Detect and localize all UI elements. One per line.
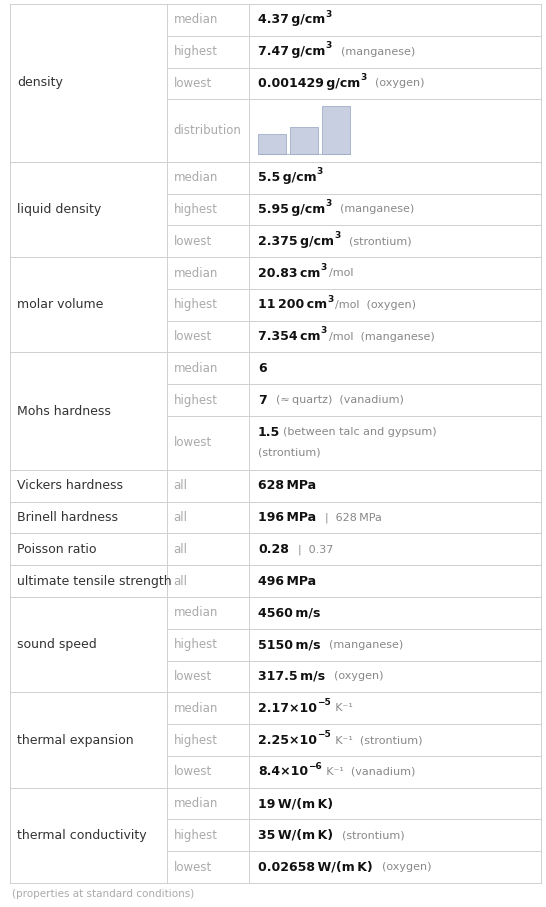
Text: density: density (17, 76, 63, 90)
Text: median: median (174, 702, 218, 715)
Text: molar volume: molar volume (17, 298, 103, 311)
Text: 3: 3 (317, 168, 323, 177)
Text: 196 MPa: 196 MPa (258, 511, 316, 524)
Text: 0.001429 g/cm: 0.001429 g/cm (258, 77, 360, 90)
Text: all: all (174, 479, 188, 493)
Text: all: all (174, 542, 188, 556)
Text: 7.47 g/cm: 7.47 g/cm (258, 45, 325, 58)
Text: highest: highest (174, 203, 218, 216)
Text: lowest: lowest (174, 436, 212, 450)
Text: Vickers hardness: Vickers hardness (17, 479, 123, 493)
Text: Poisson ratio: Poisson ratio (17, 542, 97, 556)
Text: 7.354 cm: 7.354 cm (258, 330, 321, 343)
Text: 496 MPa: 496 MPa (258, 575, 316, 588)
Text: 3: 3 (325, 42, 331, 51)
Text: 5.5 g/cm: 5.5 g/cm (258, 171, 317, 184)
Text: 6: 6 (258, 362, 266, 375)
Text: (between talc and gypsum): (between talc and gypsum) (283, 427, 437, 437)
Text: K⁻¹: K⁻¹ (333, 703, 353, 713)
Text: 317.5 m/s: 317.5 m/s (258, 670, 325, 683)
Text: (manganese): (manganese) (334, 46, 415, 56)
Text: lowest: lowest (174, 861, 212, 873)
Text: all: all (174, 511, 188, 524)
Text: 3: 3 (321, 327, 327, 336)
Text: median: median (174, 797, 218, 810)
Text: median: median (174, 362, 218, 375)
Text: (oxygen): (oxygen) (369, 78, 425, 89)
Text: 5150 m/s: 5150 m/s (258, 639, 321, 651)
Text: 3: 3 (360, 73, 366, 83)
Text: 2.25×10: 2.25×10 (258, 734, 317, 746)
Text: 3: 3 (325, 10, 331, 19)
Text: distribution: distribution (174, 124, 241, 137)
Text: highest: highest (174, 394, 218, 406)
Text: (manganese): (manganese) (323, 639, 403, 649)
Text: ultimate tensile strength: ultimate tensile strength (17, 575, 171, 588)
Text: (strontium): (strontium) (258, 448, 321, 458)
Text: −5: −5 (317, 730, 331, 739)
Text: 628 MPa: 628 MPa (258, 479, 316, 493)
Text: 1.5: 1.5 (258, 425, 280, 439)
Text: 4.37 g/cm: 4.37 g/cm (258, 14, 325, 26)
Text: (oxygen): (oxygen) (327, 671, 384, 681)
Text: median: median (174, 267, 218, 279)
Text: lowest: lowest (174, 670, 212, 683)
Text: lowest: lowest (174, 77, 212, 90)
Text: (manganese): (manganese) (334, 204, 415, 214)
Text: all: all (174, 575, 188, 588)
Text: 19 W/(m K): 19 W/(m K) (258, 797, 333, 810)
Text: 35 W/(m K): 35 W/(m K) (258, 829, 333, 842)
Text: −5: −5 (317, 698, 331, 707)
Text: lowest: lowest (174, 235, 212, 248)
Text: thermal conductivity: thermal conductivity (17, 829, 147, 842)
Text: highest: highest (174, 45, 218, 58)
Text: highest: highest (174, 829, 218, 842)
Text: 2.17×10: 2.17×10 (258, 702, 317, 715)
Text: 20.83 cm: 20.83 cm (258, 267, 321, 279)
Text: (≈ quartz)  (vanadium): (≈ quartz) (vanadium) (269, 395, 403, 405)
Text: lowest: lowest (174, 766, 212, 778)
Text: 8.4×10: 8.4×10 (258, 766, 308, 778)
Text: highest: highest (174, 639, 218, 651)
Text: median: median (174, 14, 218, 26)
Text: lowest: lowest (174, 330, 212, 343)
Text: (oxygen): (oxygen) (375, 863, 431, 873)
Text: |  0.37: | 0.37 (291, 544, 333, 554)
Text: /mol: /mol (329, 268, 353, 278)
Text: highest: highest (174, 298, 218, 311)
Text: Brinell hardness: Brinell hardness (17, 511, 118, 524)
Bar (322, 105, 350, 153)
Text: 3: 3 (327, 295, 333, 304)
Text: Mohs hardness: Mohs hardness (17, 405, 111, 418)
Text: 0.02658 W/(m K): 0.02658 W/(m K) (258, 861, 373, 873)
Text: /mol  (oxygen): /mol (oxygen) (335, 300, 417, 310)
Text: K⁻¹  (vanadium): K⁻¹ (vanadium) (324, 766, 415, 776)
Text: (strontium): (strontium) (335, 830, 405, 840)
Bar (258, 134, 286, 153)
Text: −6: −6 (308, 762, 322, 771)
Bar (290, 127, 318, 153)
Text: /mol  (manganese): /mol (manganese) (329, 332, 435, 342)
Text: K⁻¹  (strontium): K⁻¹ (strontium) (333, 735, 422, 745)
Text: 7: 7 (258, 394, 266, 406)
Text: |  628 MPa: | 628 MPa (318, 512, 382, 522)
Text: liquid density: liquid density (17, 203, 101, 216)
Text: 3: 3 (321, 263, 327, 272)
Text: (properties at standard conditions): (properties at standard conditions) (12, 889, 194, 899)
Text: 4560 m/s: 4560 m/s (258, 607, 321, 619)
Text: median: median (174, 171, 218, 184)
Text: 3: 3 (334, 231, 340, 240)
Text: 5.95 g/cm: 5.95 g/cm (258, 203, 325, 216)
Text: 0.28: 0.28 (258, 542, 289, 556)
Text: median: median (174, 607, 218, 619)
Text: (strontium): (strontium) (342, 236, 412, 247)
Text: sound speed: sound speed (17, 639, 97, 651)
Text: 11 200 cm: 11 200 cm (258, 298, 327, 311)
Text: 3: 3 (325, 200, 331, 209)
Text: thermal expansion: thermal expansion (17, 734, 134, 746)
Text: 2.375 g/cm: 2.375 g/cm (258, 235, 334, 248)
Text: highest: highest (174, 734, 218, 746)
